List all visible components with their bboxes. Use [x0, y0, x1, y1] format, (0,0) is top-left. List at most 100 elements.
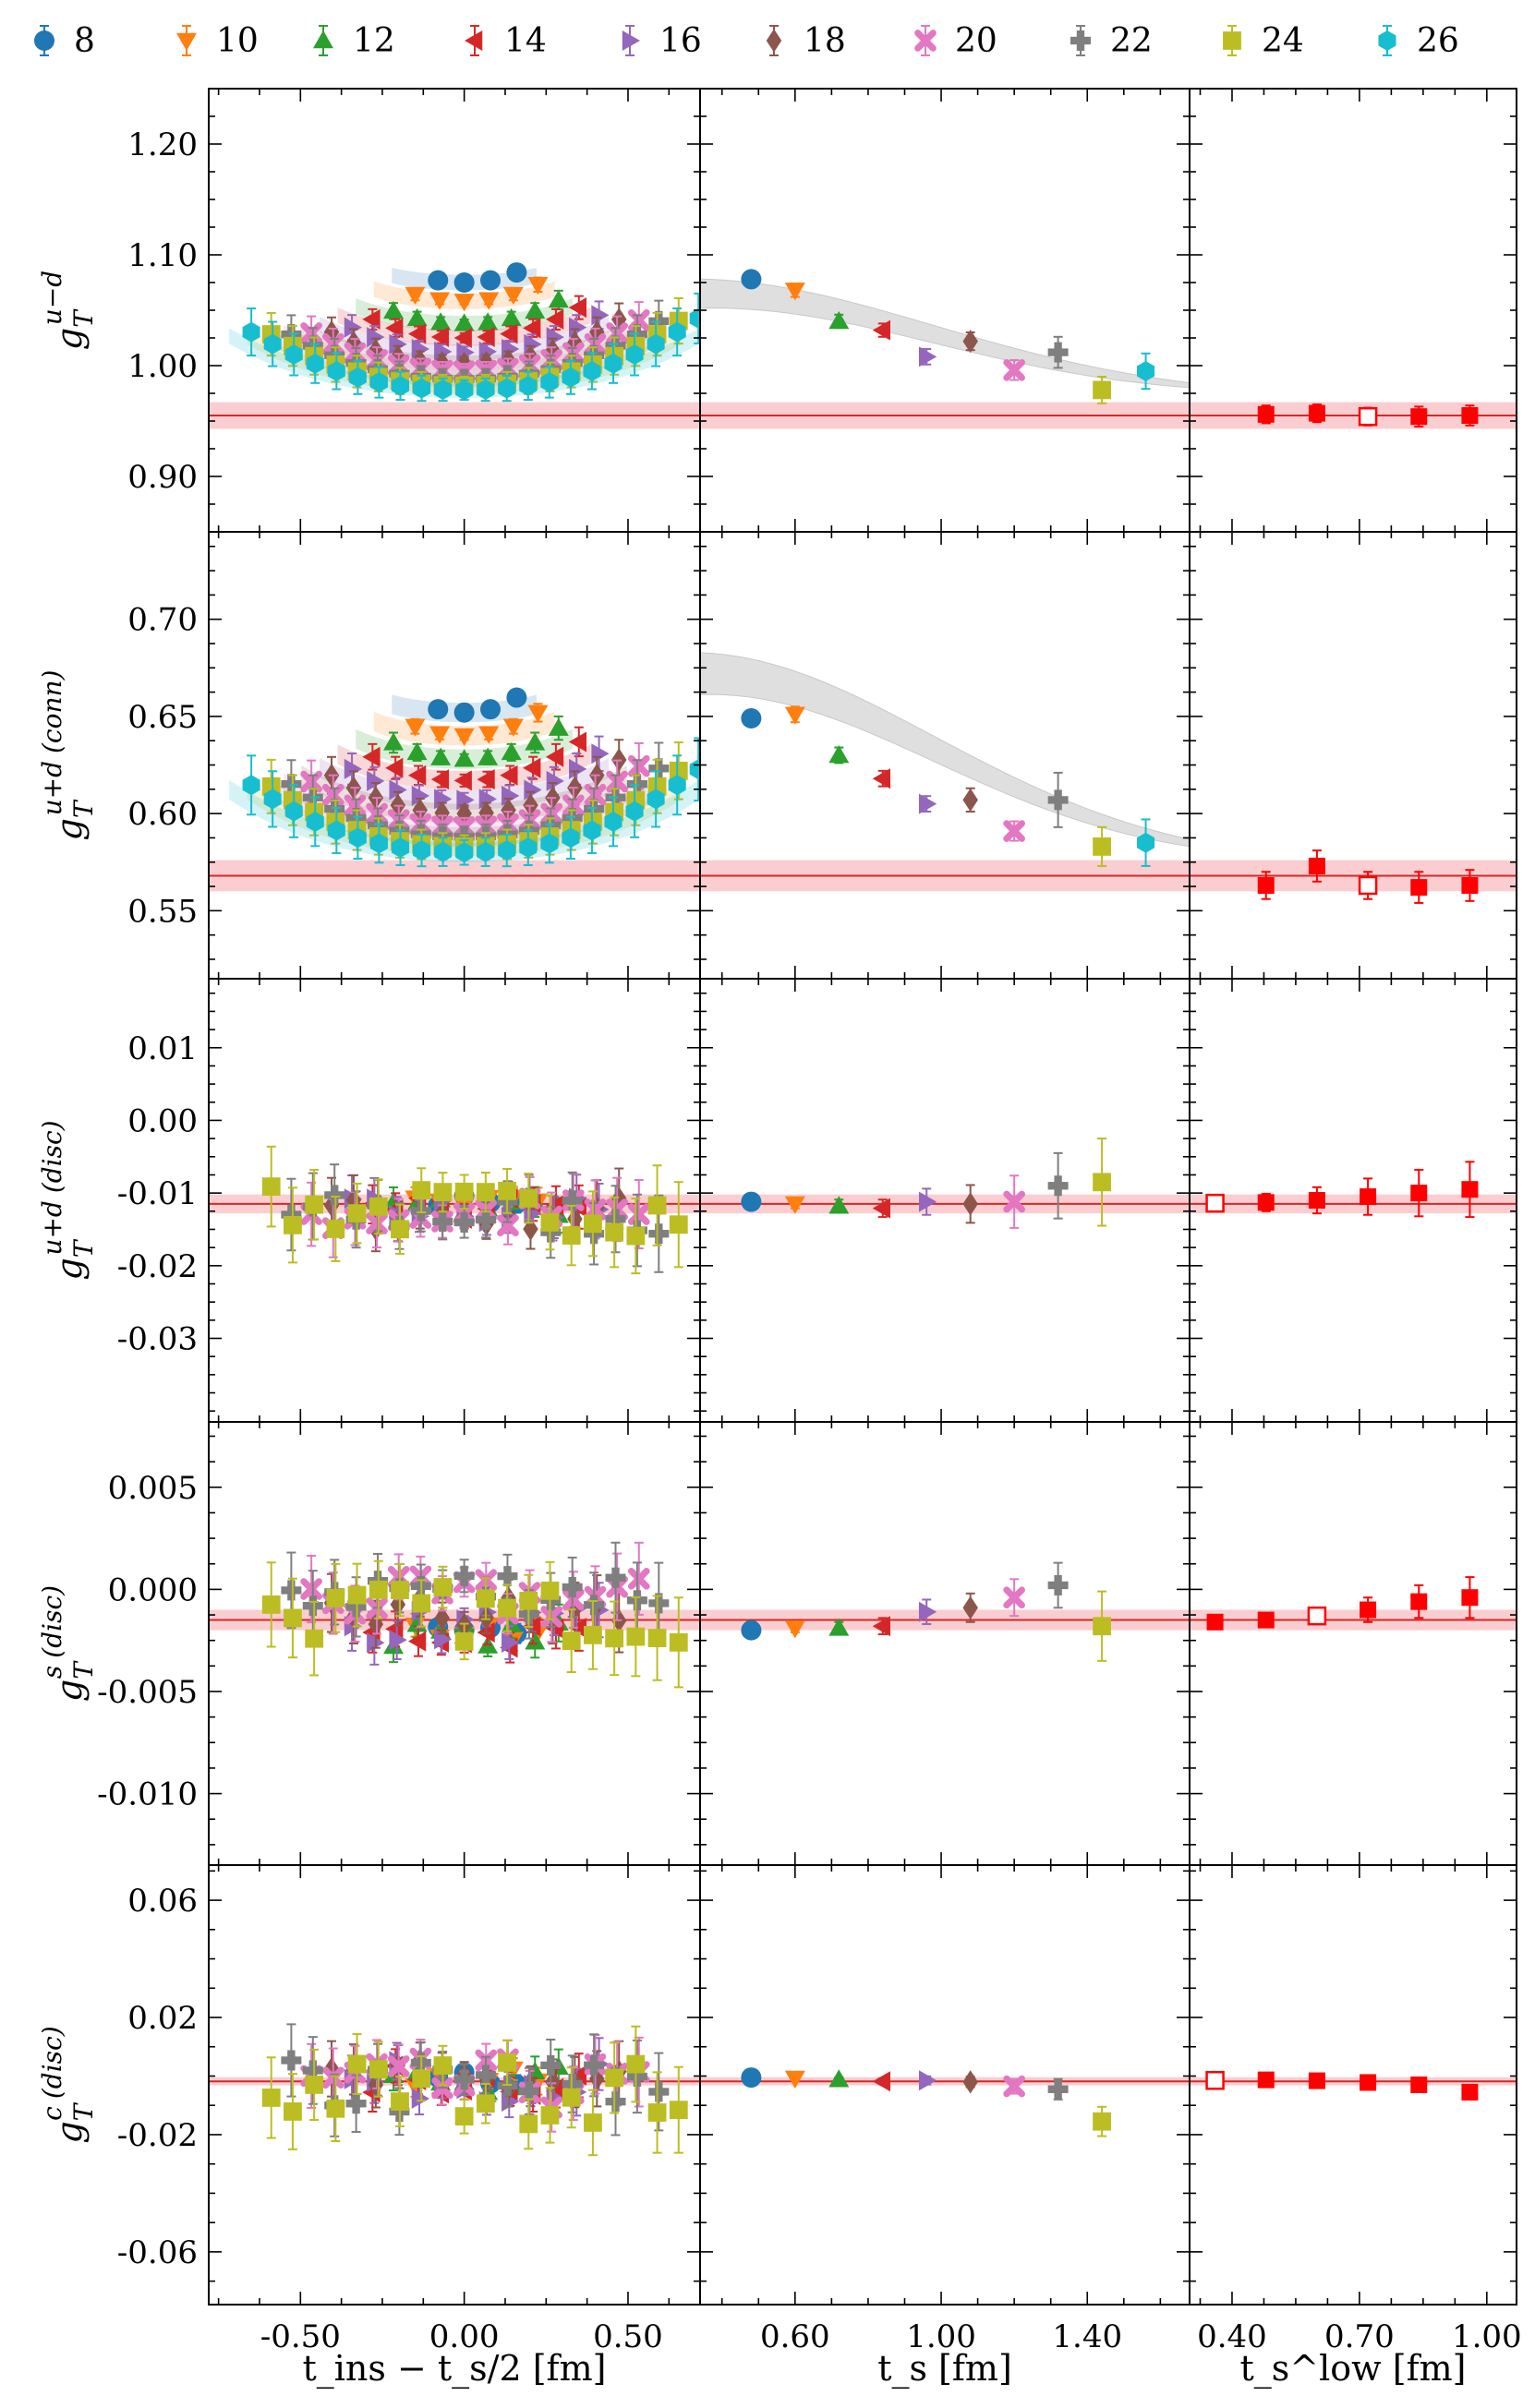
data-point: [327, 820, 345, 841]
ts-point-10: [784, 705, 805, 725]
ts-point-12: [828, 1618, 850, 1636]
data-point: [784, 1620, 805, 1639]
data-point: [1257, 1194, 1275, 1211]
fit-band: [337, 744, 591, 790]
data-point: [828, 1196, 850, 1214]
x-tick-label: 1.00: [906, 2318, 976, 2355]
data-point: [324, 1185, 345, 1206]
data-point: [367, 770, 385, 791]
data-point: [562, 1226, 581, 1246]
data-point: [326, 1220, 345, 1238]
panel-plot-area: [1190, 849, 1517, 904]
data-point: [519, 375, 538, 396]
data-point: [648, 1593, 670, 1614]
y-tick-label: 0.01: [127, 1030, 198, 1067]
data-point: [540, 1581, 560, 1600]
data-point: [872, 1198, 891, 1219]
series-ts-12: [356, 289, 574, 331]
data-point: [591, 743, 610, 765]
data-point: [430, 769, 450, 790]
data-point: [387, 2055, 410, 2077]
data-point: [1205, 1193, 1225, 1213]
data-point: [385, 757, 404, 778]
row-3: gTu+d(disc) -0.03 -0.02 -0.01 0.00 0.01: [37, 978, 1517, 1423]
panel-plot-area: [700, 2067, 1190, 2137]
data-point: [305, 1629, 324, 1648]
data-point: [344, 317, 363, 338]
fit-band: [229, 779, 700, 862]
data-point: [476, 2065, 497, 2086]
data-point: [454, 1631, 474, 1651]
data-point: [918, 793, 937, 814]
data-point: [480, 270, 502, 291]
panel-plot-area: [700, 652, 1190, 892]
tlow-point: [1461, 404, 1479, 427]
legend-marker-tri-up: [313, 30, 333, 49]
data-point: [477, 312, 499, 331]
data-point: [323, 319, 340, 344]
data-point: [524, 779, 542, 801]
ts-point-8: [741, 2067, 762, 2089]
data-point: [872, 768, 891, 789]
legend-label-20: 20: [955, 22, 997, 60]
data-point: [1257, 876, 1275, 894]
data-point: [647, 789, 665, 810]
data-point: [1257, 405, 1275, 423]
data-point: [281, 2050, 302, 2071]
y-tick-label: -0.005: [97, 1674, 198, 1711]
data-point: [1358, 875, 1378, 896]
ts-point-8: [741, 708, 762, 729]
data-point: [502, 286, 524, 305]
data-point: [478, 789, 497, 810]
data-point: [562, 1588, 585, 1611]
data-point: [1358, 406, 1378, 427]
data-point: [568, 731, 587, 752]
data-point: [918, 1191, 937, 1212]
data-point: [828, 311, 850, 330]
ts-point-26: [1137, 818, 1155, 867]
tlow-point: [1410, 1583, 1428, 1619]
y-tick-label: -0.02: [117, 2117, 198, 2154]
data-point: [527, 704, 549, 723]
data-point: [689, 307, 700, 329]
data-point: [344, 758, 363, 779]
data-point: [478, 292, 500, 310]
data-point: [476, 1183, 495, 1201]
data-point: [434, 841, 453, 862]
axis-ticks: [209, 1865, 700, 2305]
ts-point-10: [784, 1620, 805, 1639]
data-point: [1093, 1617, 1111, 1636]
fit-curve-band: [700, 278, 1190, 389]
data-point: [305, 2076, 324, 2094]
ts-point-14: [872, 319, 891, 341]
data-point: [591, 305, 610, 326]
data-point: [306, 811, 324, 832]
data-point: [1461, 1181, 1479, 1198]
data-point: [261, 1177, 281, 1197]
data-point: [391, 1581, 409, 1600]
tlow-point: [1308, 1186, 1325, 1215]
data-point: [605, 1567, 626, 1588]
data-point: [506, 687, 527, 708]
panel-plot-area: [209, 1145, 700, 1275]
data-point: [605, 1209, 626, 1230]
data-point: [498, 378, 516, 399]
ts-point-12: [828, 311, 850, 330]
y-tick-label: 0.55: [127, 893, 198, 930]
ts-point-24: [1093, 2105, 1111, 2137]
data-point: [306, 353, 324, 374]
data-point: [348, 827, 367, 849]
tlow-point: [1410, 405, 1428, 427]
data-point: [741, 1619, 762, 1641]
data-point: [412, 1594, 431, 1613]
axis-ticks: [700, 532, 1190, 979]
data-point: [668, 321, 686, 343]
data-point: [605, 1629, 624, 1648]
panel-plot-area: [700, 1138, 1190, 1229]
y-tick-label: 0.90: [127, 459, 198, 496]
data-point: [828, 2069, 850, 2088]
legend-entry-18: 18: [766, 22, 846, 60]
panel-plot-area: [1190, 2070, 1517, 2101]
data-point: [453, 1565, 475, 1586]
data-point: [1461, 407, 1479, 424]
